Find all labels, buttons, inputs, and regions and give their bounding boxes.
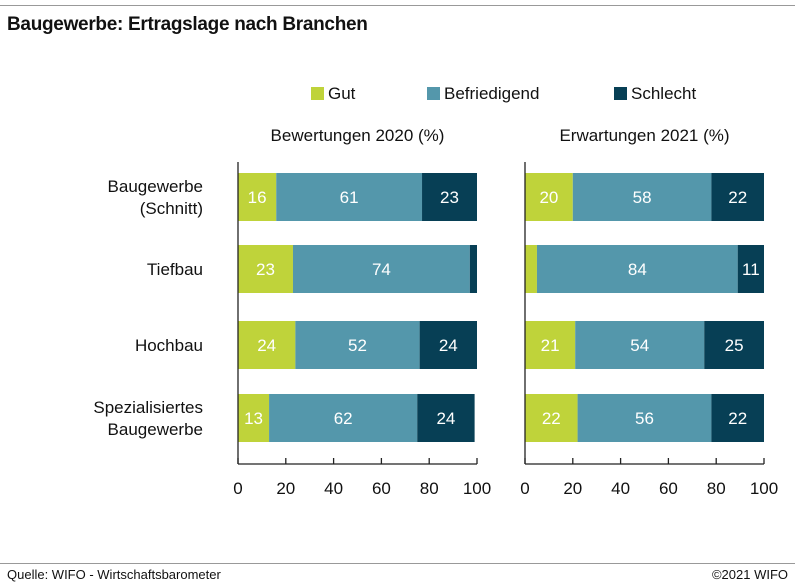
data-label: 23 xyxy=(256,260,275,279)
source-note: Quelle: WIFO - Wirtschaftsbarometer xyxy=(7,567,221,582)
data-label: 56 xyxy=(635,409,654,428)
bar-segment-gut xyxy=(525,173,573,221)
data-label: 22 xyxy=(728,409,747,428)
bar-segment-schlecht xyxy=(422,173,477,221)
bar-segment-gut xyxy=(525,321,576,369)
bar-segment-befriedigend xyxy=(292,245,470,293)
x-tick-label: 0 xyxy=(233,479,242,498)
legend-befriedigend-label: Befriedigend xyxy=(444,84,539,103)
x-tick-label: 20 xyxy=(563,479,582,498)
legend-schlecht-swatch xyxy=(614,87,627,100)
bar-segment-schlecht xyxy=(417,394,475,442)
legend-befriedigend-swatch xyxy=(427,87,440,100)
data-label: 58 xyxy=(633,188,652,207)
bar-segment-gut xyxy=(525,394,578,442)
chart-title: Baugewerbe: Ertragslage nach Branchen xyxy=(7,14,368,35)
data-label: 16 xyxy=(248,188,267,207)
x-tick-label: 40 xyxy=(611,479,630,498)
bar-segment-schlecht xyxy=(711,173,764,221)
data-label: 52 xyxy=(348,336,367,355)
x-tick-label: 80 xyxy=(420,479,439,498)
bar-segment-befriedigend xyxy=(536,245,738,293)
x-tick-label: 0 xyxy=(520,479,529,498)
data-label: 25 xyxy=(725,336,744,355)
bar-segment-schlecht xyxy=(711,394,764,442)
bar-segment-befriedigend xyxy=(575,321,705,369)
category-label: Spezialisiertes xyxy=(93,398,203,417)
bar-segment-schlecht xyxy=(704,321,764,369)
bar-segment-schlecht xyxy=(737,245,764,293)
bar-segment-befriedigend xyxy=(577,394,712,442)
data-label: 24 xyxy=(436,409,455,428)
category-label: Hochbau xyxy=(135,336,203,355)
data-label: 24 xyxy=(439,336,458,355)
category-label: Baugewerbe xyxy=(108,420,203,439)
bar-segment-schlecht xyxy=(419,321,477,369)
data-label: 22 xyxy=(542,409,561,428)
category-label: Tiefbau xyxy=(147,260,203,279)
data-label: 21 xyxy=(541,336,560,355)
x-tick-label: 100 xyxy=(750,479,778,498)
bar-segment-gut xyxy=(238,245,293,293)
bar-segment-befriedigend xyxy=(269,394,418,442)
data-label: 22 xyxy=(728,188,747,207)
data-label: 62 xyxy=(334,409,353,428)
legend-gut-swatch xyxy=(311,87,324,100)
bottom-rule xyxy=(0,563,795,564)
data-label: 13 xyxy=(244,409,263,428)
data-label: 11 xyxy=(742,260,760,279)
legend-gut-label: Gut xyxy=(328,84,356,103)
top-rule xyxy=(0,5,795,6)
data-label: 54 xyxy=(630,336,649,355)
bar-segment-befriedigend xyxy=(295,321,420,369)
category-label: Baugewerbe xyxy=(108,177,203,196)
x-tick-label: 60 xyxy=(372,479,391,498)
data-label: 24 xyxy=(257,336,276,355)
data-label: 23 xyxy=(440,188,459,207)
x-tick-label: 80 xyxy=(707,479,726,498)
bar-segment-schlecht xyxy=(469,245,477,293)
bar-segment-gut xyxy=(238,394,270,442)
bar-segment-befriedigend xyxy=(572,173,712,221)
data-label: 61 xyxy=(340,188,359,207)
legend-schlecht-label: Schlecht xyxy=(631,84,696,103)
bar-segment-gut xyxy=(525,245,537,293)
x-tick-label: 100 xyxy=(463,479,491,498)
bar-segment-gut xyxy=(238,321,296,369)
bar-segment-gut xyxy=(238,173,277,221)
data-label: 84 xyxy=(628,260,647,279)
data-label: 74 xyxy=(372,260,391,279)
copyright-note: ©2021 WIFO xyxy=(711,567,788,582)
category-label: (Schnitt) xyxy=(140,199,203,218)
data-label: 20 xyxy=(539,188,558,207)
x-tick-label: 60 xyxy=(659,479,678,498)
x-tick-label: 20 xyxy=(276,479,295,498)
x-tick-label: 40 xyxy=(324,479,343,498)
bar-segment-befriedigend xyxy=(276,173,423,221)
panel-title: Bewertungen 2020 (%) xyxy=(271,126,445,145)
panel-title: Erwartungen 2021 (%) xyxy=(559,126,729,145)
